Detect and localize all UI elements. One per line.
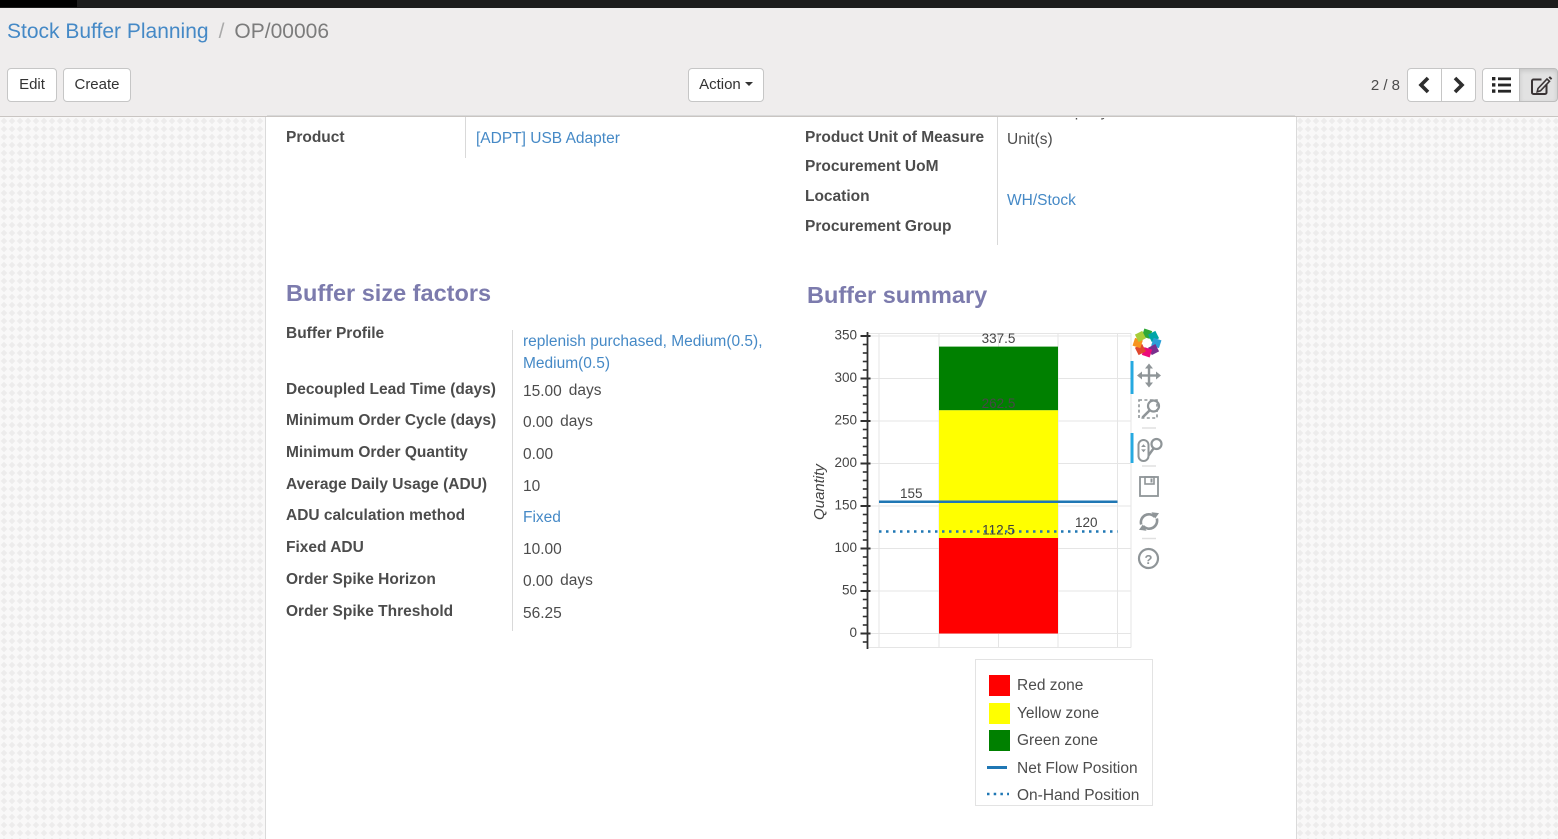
svg-text:112.5: 112.5 — [982, 523, 1015, 538]
svg-text:0: 0 — [849, 625, 857, 640]
svg-text:?: ? — [1145, 552, 1153, 567]
svg-text:155: 155 — [900, 486, 923, 501]
svg-text:Quantity: Quantity — [811, 463, 828, 520]
svg-text:300: 300 — [834, 370, 857, 385]
svg-text:150: 150 — [834, 498, 857, 513]
svg-text:350: 350 — [834, 328, 857, 343]
svg-text:50: 50 — [842, 583, 857, 598]
svg-text:250: 250 — [834, 413, 857, 428]
svg-text:100: 100 — [834, 540, 857, 555]
svg-text:337.5: 337.5 — [982, 331, 1016, 346]
svg-text:120: 120 — [1075, 515, 1098, 530]
svg-text:262.5: 262.5 — [982, 396, 1016, 411]
svg-text:200: 200 — [834, 455, 857, 470]
